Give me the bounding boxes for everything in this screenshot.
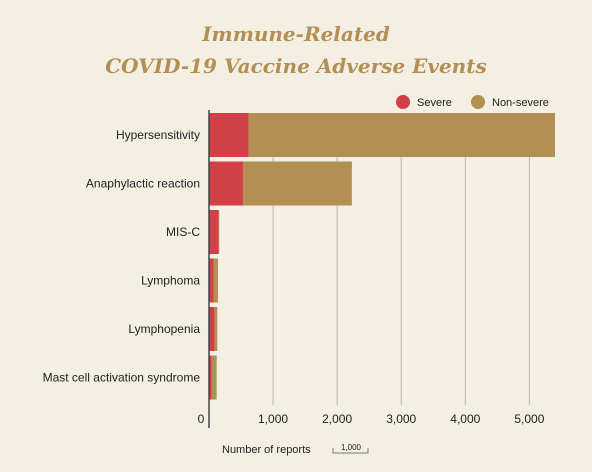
scale-badge-label: 1,000: [341, 443, 362, 452]
bar-segment-severe: [209, 113, 249, 157]
chart-title-line-2: COVID-19 Vaccine Adverse Events: [105, 54, 487, 78]
chart-title-line-1: Immune-Related: [202, 22, 390, 46]
bar-segment-severe: [209, 210, 219, 254]
bar-segment-non-severe: [211, 355, 217, 400]
x-axis-label: Number of reports: [222, 444, 311, 456]
legend-swatch: [396, 95, 410, 109]
bar-segment-non-severe: [213, 258, 218, 303]
category-label: MIS-C: [166, 225, 200, 239]
x-tick-label: 1,000: [258, 412, 288, 426]
category-label: Lymphoma: [141, 274, 200, 288]
category-label: Lymphopenia: [128, 322, 200, 336]
scale-badge-bracket: [332, 448, 369, 454]
x-tick-label: 5,000: [514, 412, 544, 426]
category-label: Mast cell activation syndrome: [43, 371, 201, 385]
legend-swatch: [471, 95, 485, 109]
x-tick-label: 4,000: [450, 412, 480, 426]
x-tick-label: 3,000: [386, 412, 416, 426]
bar-segment-non-severe: [248, 113, 555, 157]
bar-segment-severe: [209, 355, 212, 400]
category-label: Anaphylactic reaction: [86, 177, 200, 191]
legend-label: Severe: [417, 97, 452, 109]
bar-segment-non-severe: [242, 161, 352, 206]
category-label: Hypersensitivity: [116, 128, 200, 142]
x-tick-label: 2,000: [322, 412, 352, 426]
bar-segment-non-severe: [214, 307, 218, 351]
bar-segment-non-severe: [218, 210, 220, 254]
bar-segment-severe: [209, 258, 214, 303]
x-tick-label: 0: [198, 412, 205, 426]
legend-label: Non-severe: [492, 97, 549, 109]
bar-segment-severe: [209, 161, 243, 206]
bar-segment-severe: [209, 307, 215, 351]
